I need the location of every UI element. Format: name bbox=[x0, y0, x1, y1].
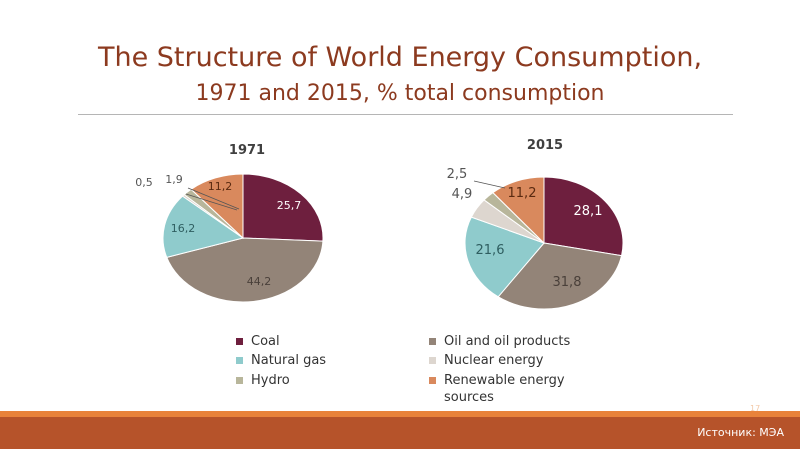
leader-line bbox=[187, 187, 240, 210]
legend-swatch bbox=[236, 377, 243, 384]
data-label: 44,2 bbox=[247, 275, 272, 288]
data-label: 16,2 bbox=[171, 222, 196, 235]
data-label: 25,7 bbox=[277, 199, 302, 212]
pie-slice-coal bbox=[242, 173, 324, 242]
legend-swatch bbox=[429, 377, 436, 384]
legend-swatch bbox=[236, 338, 243, 345]
data-label: 1,9 bbox=[165, 173, 183, 186]
data-label: 21,6 bbox=[476, 243, 505, 258]
legend-label: Coal bbox=[251, 334, 280, 349]
data-label: 0,5 bbox=[135, 176, 153, 189]
data-label: 28,1 bbox=[574, 204, 603, 219]
footer-bar bbox=[0, 417, 800, 449]
data-label: 4,9 bbox=[452, 187, 473, 202]
pie-slice-coal bbox=[543, 176, 624, 257]
legend-label: Renewable energy sources bbox=[444, 373, 565, 405]
pie-slice-oil-and-oil-products bbox=[497, 242, 623, 310]
pie-charts: 1971 25,7 44,2 16,2 0,5 1,9 11,2 2015 28,1 31,8 21… bbox=[135, 138, 624, 310]
pie-slice-renewable-energy-sources bbox=[492, 176, 545, 245]
legend-label: Oil and oil products bbox=[444, 334, 571, 349]
data-label: 2,5 bbox=[447, 167, 468, 182]
pie-slice-oil-and-oil-products bbox=[166, 237, 324, 303]
page-number: 17 bbox=[750, 404, 761, 413]
chart-title: 1971 bbox=[229, 143, 265, 158]
title-divider bbox=[78, 114, 733, 115]
legend-label: Natural gas bbox=[251, 353, 327, 368]
pie-slice-natural-gas bbox=[162, 195, 245, 258]
pie-chart-2015: 2015 28,1 31,8 21,6 4,9 2,5 11,2 bbox=[447, 138, 624, 310]
pie-slice-natural-gas bbox=[464, 216, 545, 298]
chart-title: 2015 bbox=[527, 138, 563, 153]
legend-swatch bbox=[429, 338, 436, 345]
title-line-1: The Structure of World Energy Consumptio… bbox=[97, 42, 703, 73]
footer-accent-bar bbox=[0, 411, 800, 417]
data-label: 11,2 bbox=[208, 180, 233, 193]
legend-label: Nuclear energy bbox=[444, 353, 544, 368]
data-label: 31,8 bbox=[553, 275, 582, 290]
title-line-2: 1971 and 2015, % total consumption bbox=[195, 81, 605, 106]
slide-title: The Structure of World Energy Consumptio… bbox=[0, 40, 800, 110]
data-label: 11,2 bbox=[508, 186, 537, 201]
legend-swatch bbox=[236, 357, 243, 364]
leader-line bbox=[473, 180, 506, 189]
legend-label: Hydro bbox=[251, 373, 290, 388]
leader-line bbox=[185, 193, 238, 211]
pie-chart-1971: 1971 25,7 44,2 16,2 0,5 1,9 11,2 bbox=[135, 143, 324, 303]
source-note: Источник: МЭА bbox=[697, 426, 784, 439]
legend-swatch bbox=[429, 357, 436, 364]
